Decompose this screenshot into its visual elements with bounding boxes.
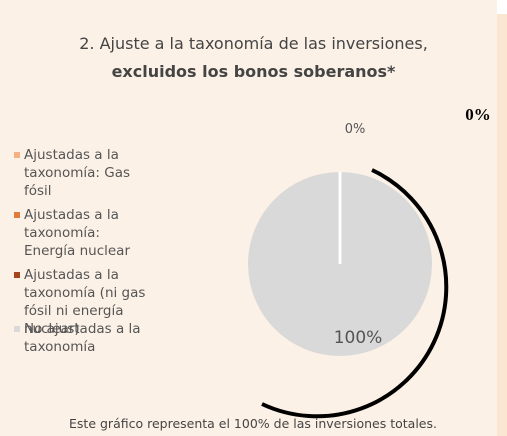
legend-item: Ajustadas a la taxonomía: Energía nuclea… — [14, 206, 152, 260]
legend-item: No ajustadas a la taxonomía — [14, 320, 152, 356]
data-label: 100% — [334, 328, 383, 348]
chart-subtitle: excluidos los bonos soberanos* — [111, 62, 396, 81]
legend-label: No ajustadas a la taxonomía — [24, 321, 141, 355]
arc-decoration — [261, 168, 449, 419]
legend-swatch — [14, 272, 20, 278]
annotation: 0% — [465, 105, 491, 124]
legend-swatch — [14, 152, 20, 158]
legend-item: Ajustadas a la taxonomía: Gas fósil — [14, 146, 152, 200]
legend-item: Ajustadas a la taxonomía (ni gas fósil n… — [14, 266, 152, 338]
data-label: 0% — [345, 122, 366, 137]
chart-title: 2. Ajuste a la taxonomía de las inversio… — [79, 34, 428, 53]
legend-label: Ajustadas a la taxonomía: Energía nuclea… — [24, 207, 131, 259]
legend-swatch — [14, 326, 20, 332]
legend-swatch — [14, 212, 20, 218]
footnote: Este gráfico representa el 100% de las i… — [69, 416, 437, 431]
legend-label: Ajustadas a la taxonomía (ni gas fósil n… — [24, 267, 146, 337]
corner — [497, 0, 507, 14]
legend-label: Ajustadas a la taxonomía: Gas fósil — [24, 147, 130, 199]
